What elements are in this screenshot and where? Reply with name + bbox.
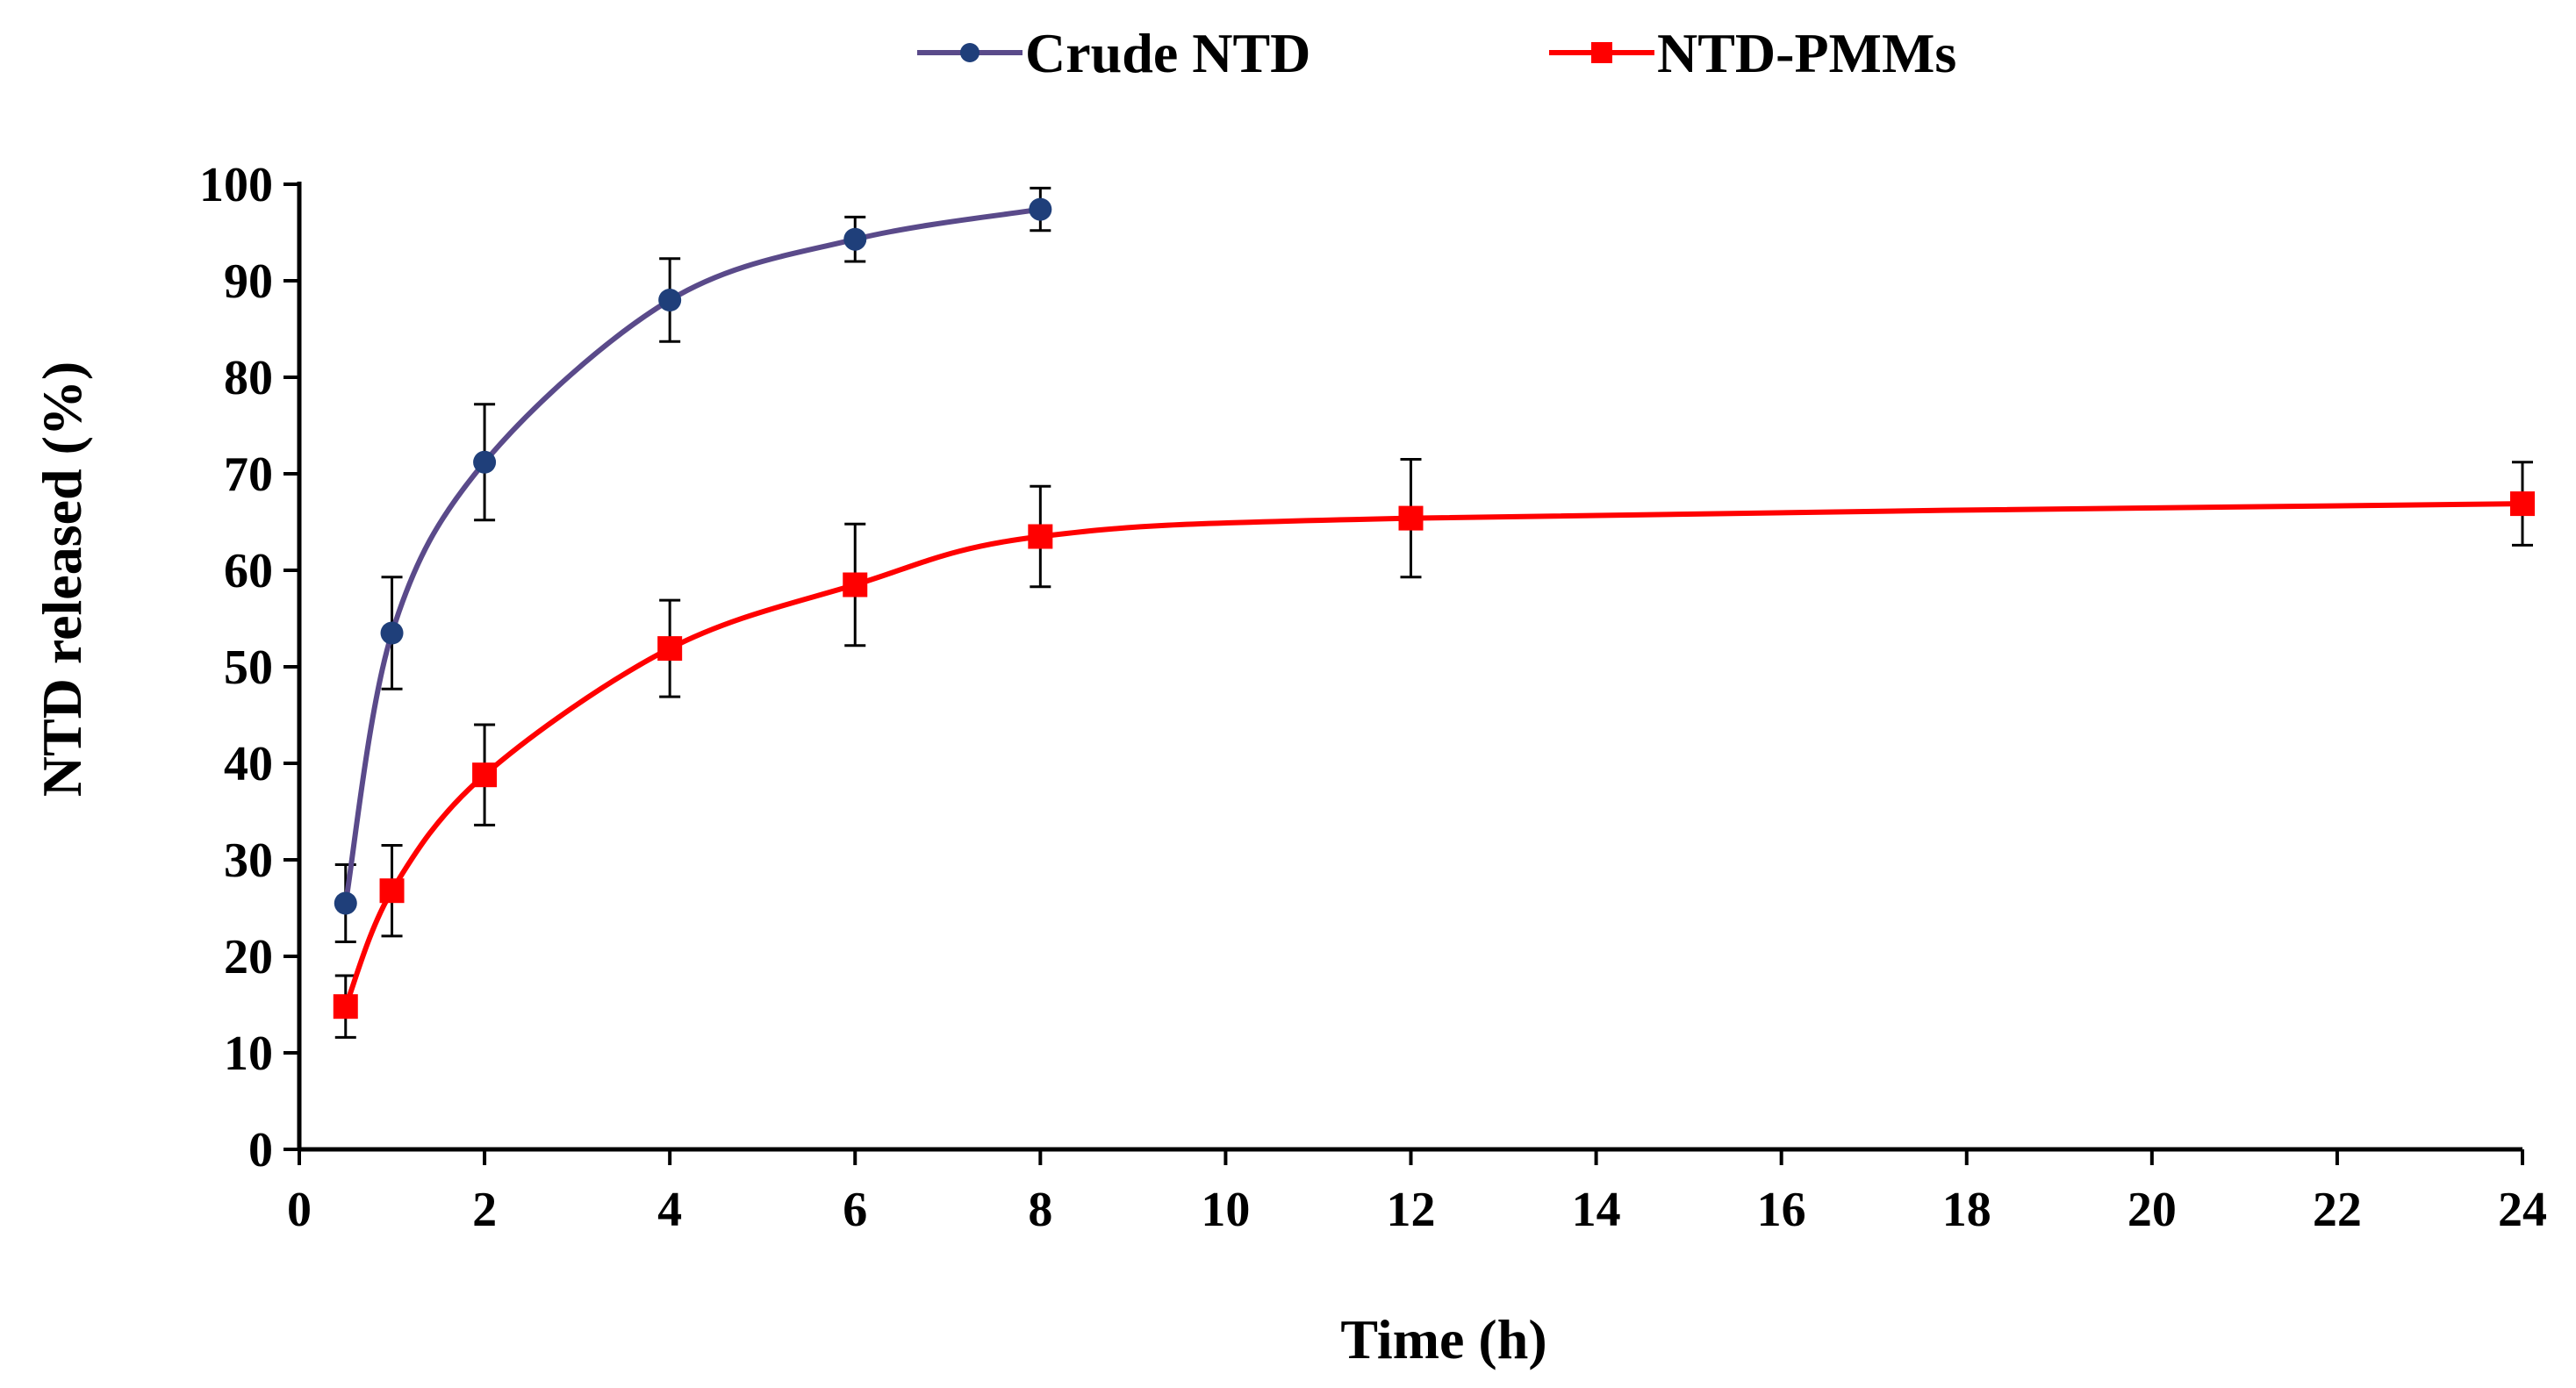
x-tick-label-24: 24: [2498, 1183, 2547, 1237]
data-point-ntd-pmms-2: [472, 762, 498, 788]
series-line-ntd-pmms: [342, 501, 2523, 1008]
legend-marker-ntd-pmms: [1591, 42, 1612, 63]
x-tick-label-18: 18: [1942, 1183, 1991, 1237]
x-axis-title: Time (h): [1340, 1308, 1546, 1370]
data-point-ntd-pmms-0: [333, 994, 358, 1020]
data-point-ntd-pmms-3: [657, 636, 683, 662]
x-tick-label-14: 14: [1572, 1183, 1621, 1237]
y-axis-title: NTD released (%): [31, 361, 93, 798]
x-tick-label-2: 2: [472, 1183, 497, 1237]
data-point-ntd-pmms-6: [1398, 505, 1424, 531]
x-tick-label-12: 12: [1387, 1183, 1436, 1237]
x-tick-label-16: 16: [1757, 1183, 1806, 1237]
data-point-crude-ntd-5: [1029, 197, 1052, 221]
series-ntd-pmms: [333, 458, 2535, 1039]
y-tick-label-0: 0: [248, 1123, 273, 1177]
legend: Crude NTD NTD-PMMs: [917, 22, 1956, 84]
data-point-ntd-pmms-1: [379, 878, 405, 904]
legend-label-ntd-pmms: NTD-PMMs: [1657, 22, 1956, 84]
data-point-ntd-pmms-4: [843, 572, 868, 597]
y-tick-label-40: 40: [224, 737, 273, 791]
y-tick-label-20: 20: [224, 930, 273, 984]
plot-area: [333, 186, 2535, 1039]
x-tick-label-0: 0: [287, 1183, 312, 1237]
x-tick-label-10: 10: [1201, 1183, 1250, 1237]
data-point-ntd-pmms-7: [2510, 491, 2535, 517]
y-tick-label-100: 100: [199, 158, 273, 212]
y-tick-label-80: 80: [224, 351, 273, 405]
y-tick-label-90: 90: [224, 254, 273, 309]
data-point-crude-ntd-3: [658, 289, 682, 311]
x-tick-label-22: 22: [2313, 1183, 2362, 1237]
data-point-ntd-pmms-5: [1028, 524, 1053, 549]
legend-label-crude-ntd: Crude NTD: [1025, 22, 1310, 84]
data-point-crude-ntd-1: [380, 621, 404, 645]
legend-marker-crude-ntd: [960, 43, 979, 62]
x-tick-label-8: 8: [1028, 1183, 1052, 1237]
x-tick-label-4: 4: [657, 1183, 682, 1237]
x-tick-label-20: 20: [2128, 1183, 2177, 1237]
y-tick-label-10: 10: [224, 1027, 273, 1081]
data-point-crude-ntd-2: [473, 450, 497, 474]
data-point-crude-ntd-0: [334, 891, 357, 915]
y-tick-label-60: 60: [224, 544, 273, 598]
series-crude-ntd: [334, 186, 1052, 943]
data-point-crude-ntd-4: [843, 227, 867, 251]
y-tick-label-30: 30: [224, 834, 273, 888]
x-tick-label-6: 6: [843, 1183, 867, 1237]
y-tick-label-70: 70: [224, 447, 273, 502]
y-tick-label-50: 50: [224, 640, 273, 695]
axes: 0 2 4 6 8 10 12 14 16 18 20 22 240102030405060708090…: [199, 158, 2547, 1237]
